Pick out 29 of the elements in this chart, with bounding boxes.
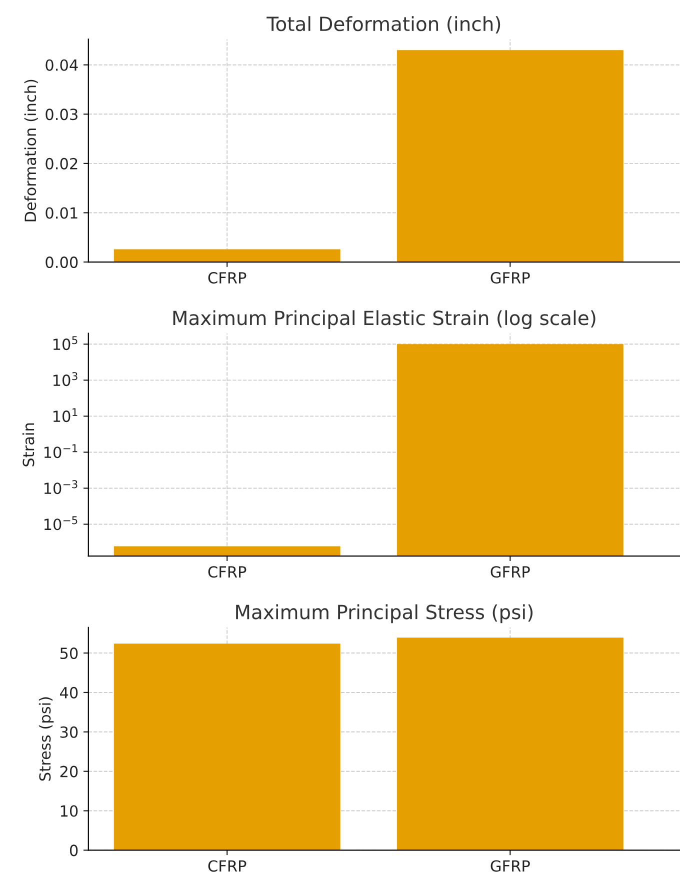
- y-tick-label: 10$^{1}$: [53, 408, 78, 422]
- y-tick-label: 0.04: [46, 59, 78, 71]
- y-tick-label: 0.03: [46, 108, 78, 120]
- y-tick-label: 0.02: [46, 158, 78, 170]
- y-tick-label: 0.01: [46, 207, 78, 219]
- y-tick-label: 10$^{5}$: [53, 336, 78, 350]
- y-tick-label: 10: [60, 805, 78, 817]
- chart-title: Maximum Principal Stress (psi): [236, 604, 533, 624]
- x-tick-label: CFRP: [208, 272, 246, 284]
- y-tick-label: 40: [60, 686, 78, 698]
- y-tick-label: 50: [60, 648, 78, 660]
- y-tick-label: 0: [70, 844, 78, 856]
- y-tick-label: 10$^{3}$: [53, 372, 78, 386]
- chart-title: Total Deformation (inch): [266, 16, 500, 34]
- x-tick-label: GFRP: [490, 860, 530, 872]
- y-tick-label: 0.00: [46, 256, 78, 268]
- y-tick-label: 30: [60, 726, 78, 738]
- chart-title: Maximum Principal Elastic Strain (log scale): [173, 310, 596, 330]
- x-tick-label: CFRP: [208, 566, 246, 578]
- y-axis-title: Deformation (inch): [24, 80, 38, 222]
- x-tick-label: CFRP: [208, 860, 246, 872]
- y-tick-label: 10$^{−5}$: [44, 516, 78, 530]
- y-tick-label: 10$^{−3}$: [44, 480, 78, 494]
- x-tick-label: GFRP: [490, 272, 530, 284]
- x-tick-label: GFRP: [490, 566, 530, 578]
- y-tick-label: 10$^{−1}$: [44, 444, 78, 458]
- y-tick-label: 20: [60, 766, 78, 778]
- y-axis-title: Strain: [22, 423, 34, 466]
- y-axis-title: Stress (psi): [38, 697, 54, 781]
